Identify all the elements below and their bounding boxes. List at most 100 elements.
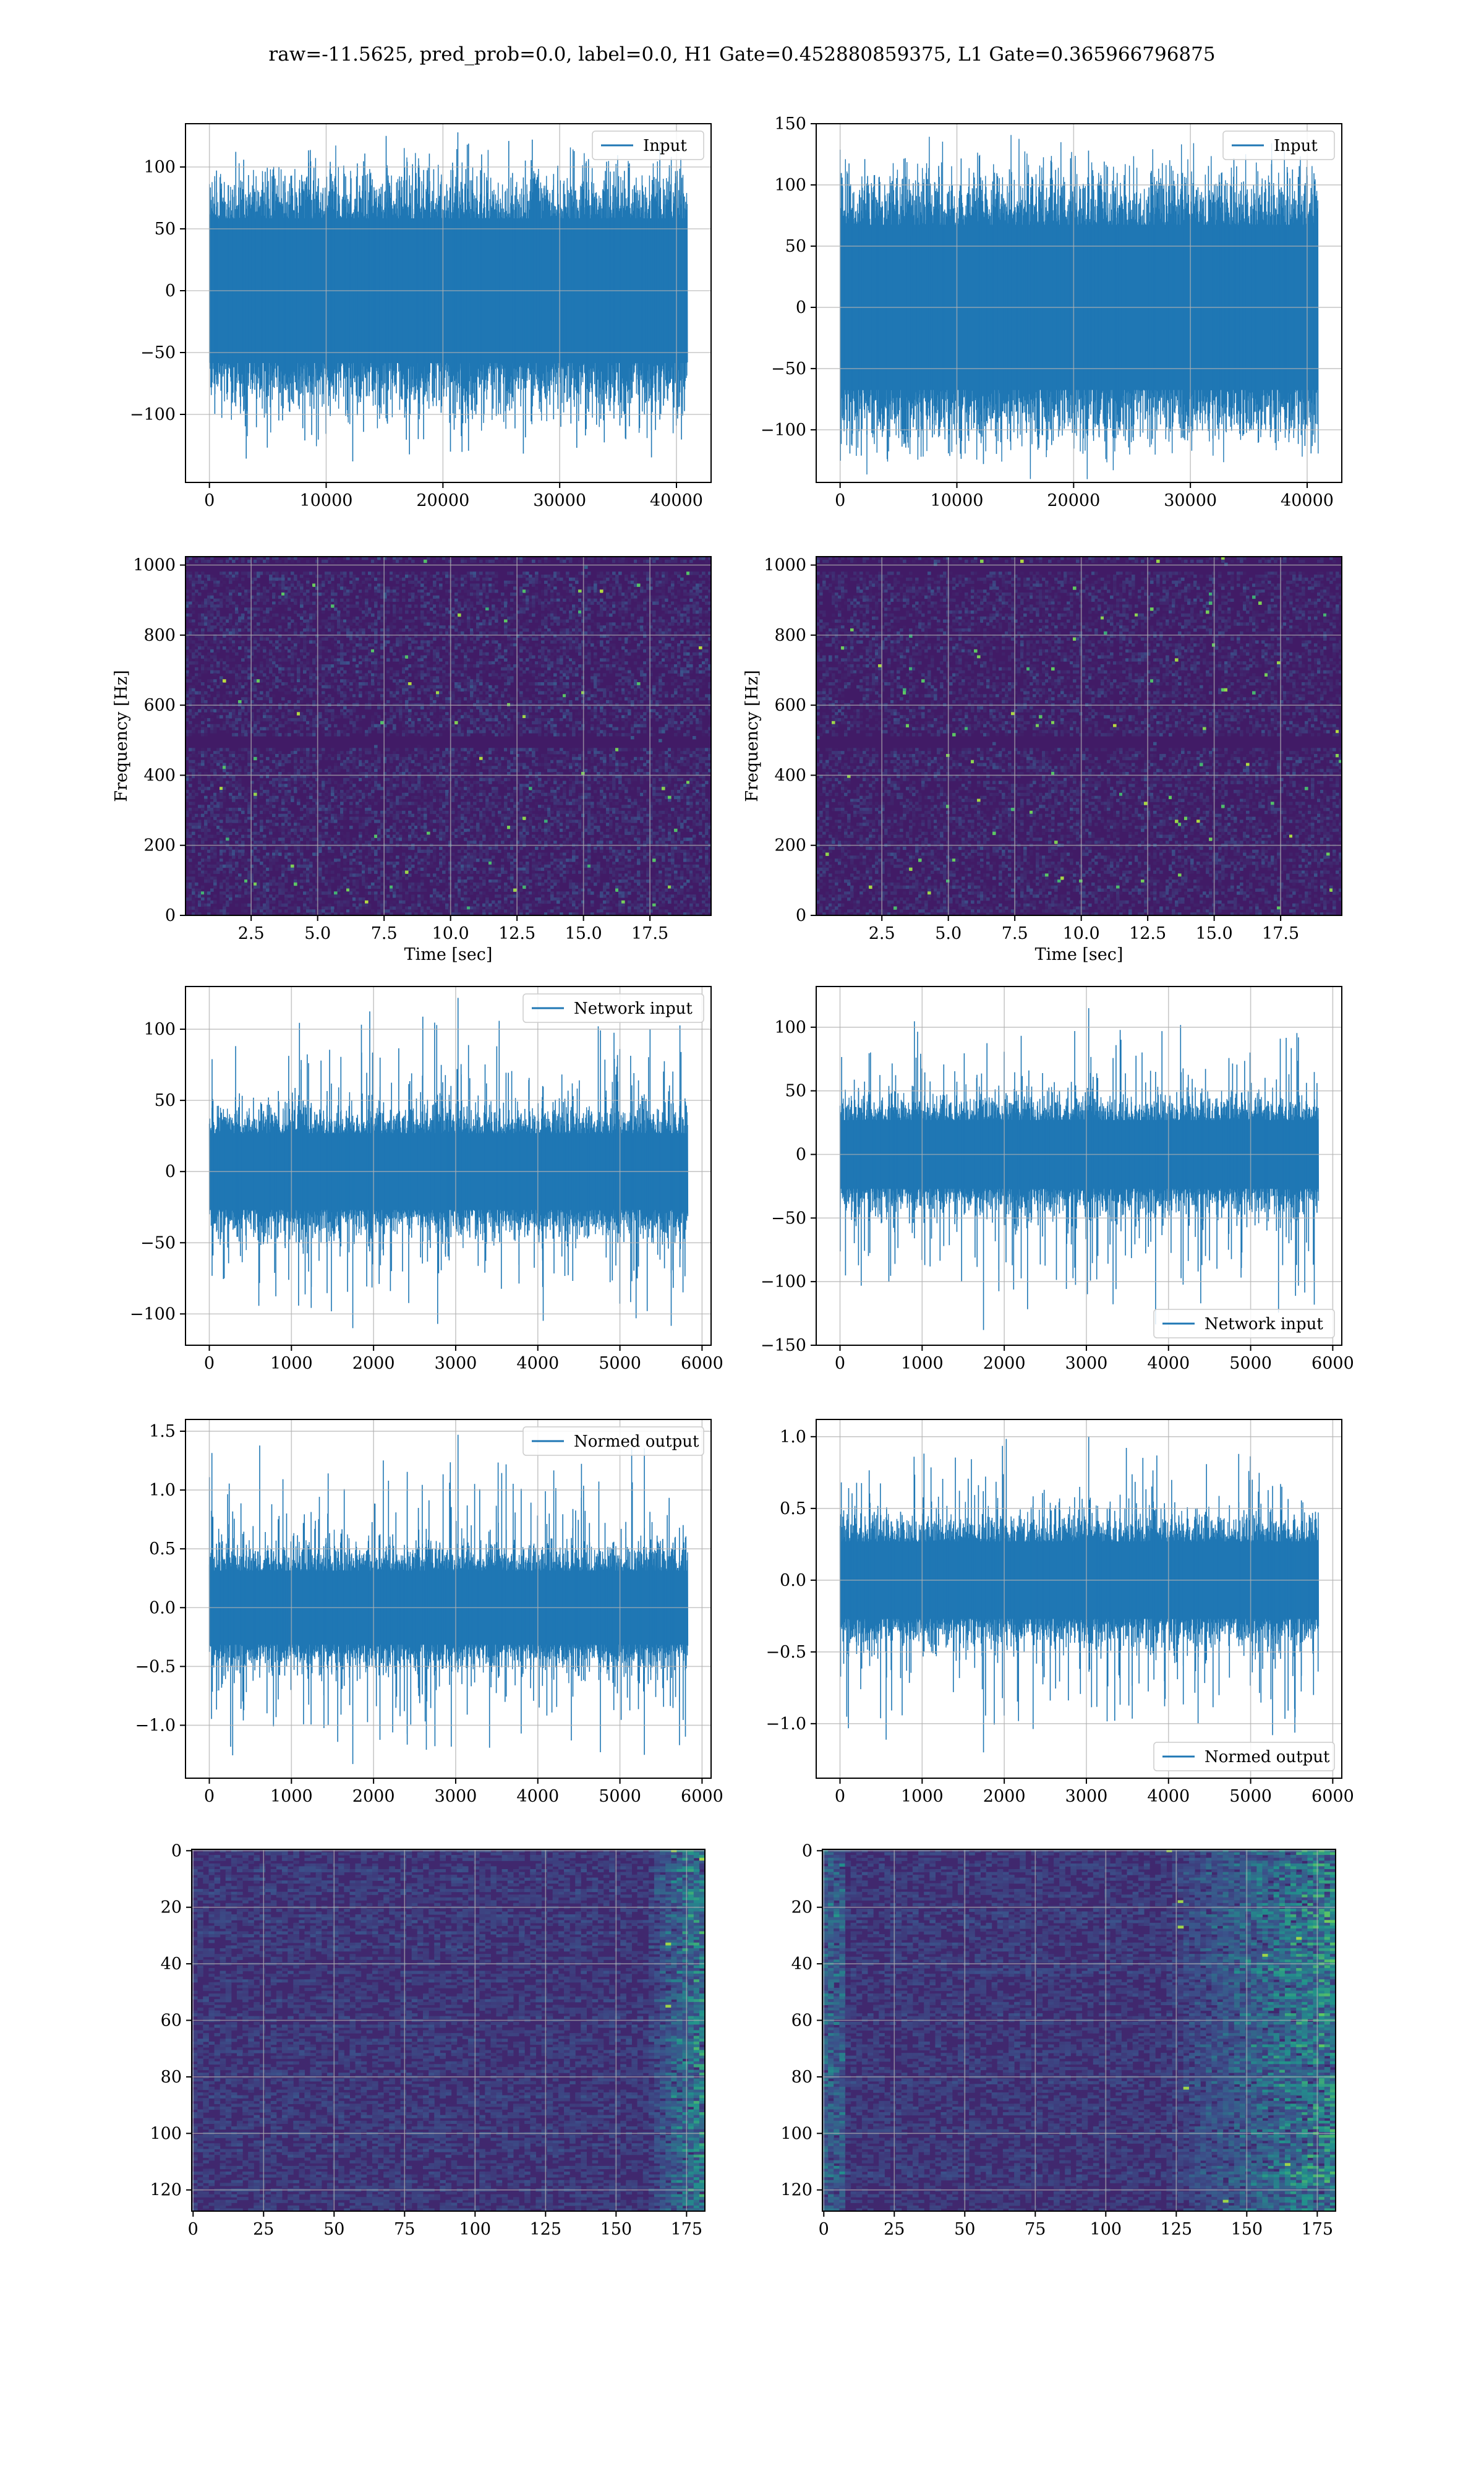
h1-spectrogram-cell — [318, 640, 322, 643]
h1-spectrogram-cell — [281, 575, 285, 578]
h1-spectrogram-cell — [510, 667, 514, 670]
h1-spectrogram-cell — [603, 691, 607, 695]
h1-spectrogram-cell — [671, 682, 675, 685]
h1-spectrogram-cell — [198, 679, 202, 682]
h1-spectrogram-cell — [272, 578, 276, 581]
h1-spectrogram-cell — [352, 656, 356, 659]
h1-spectrogram-cell — [417, 691, 421, 695]
h1-spectrogram-cell — [445, 560, 449, 563]
h1-spectrogram-cell — [451, 620, 455, 623]
h1-spectrogram-cell — [501, 674, 505, 677]
h1-spectrogram-cell — [488, 617, 492, 620]
h1-spectrogram-cell — [566, 617, 569, 620]
h1-spectrogram-cell — [671, 620, 675, 623]
h1-spectrogram-cell — [461, 640, 464, 643]
h1-spectrogram-cell — [507, 571, 511, 575]
h1-spectrogram-cell — [467, 571, 471, 575]
h1-spectrogram-cell — [343, 575, 347, 578]
h1-spectrogram-cell — [223, 661, 226, 664]
h1-spectrogram-cell — [566, 661, 569, 664]
h1-spectrogram-cell — [204, 602, 208, 605]
h1-spectrogram-cell — [424, 658, 427, 661]
h1-spectrogram-cell — [597, 640, 600, 643]
h1-spectrogram-cell — [436, 653, 440, 656]
h1-spectrogram-cell — [288, 685, 291, 688]
h1-spectrogram-cell — [476, 584, 480, 587]
h1-spectrogram-cell — [473, 679, 477, 682]
h1-spectrogram-cell — [482, 685, 486, 688]
h1-spectrogram-cell — [655, 581, 659, 584]
h1-spectrogram-cell — [294, 625, 297, 628]
h1-spectrogram-cell — [659, 682, 662, 685]
h1-spectrogram-cell — [390, 578, 393, 581]
h1-spectrogram-cell — [655, 589, 659, 593]
h1-spectrogram-cell — [442, 638, 446, 641]
h1-spectrogram-cell — [380, 646, 384, 649]
h1-spectrogram-cell — [281, 674, 285, 677]
h1-spectrogram-cell — [603, 646, 607, 649]
h1-spectrogram-cell — [603, 584, 607, 587]
h1-spectrogram-cell — [306, 602, 310, 605]
h1-spectrogram-cell — [396, 631, 399, 635]
h1-spectrogram-cell — [553, 640, 557, 643]
h1-spectrogram-cell — [476, 575, 480, 578]
h1-spectrogram-cell — [402, 584, 406, 587]
h1-spectrogram-cell — [359, 682, 362, 685]
h1-spectrogram-cell — [621, 607, 625, 610]
h1-spectrogram-cell — [275, 631, 279, 635]
h1-spectrogram-cell — [399, 628, 403, 631]
h1-spectrogram-cell — [646, 575, 650, 578]
h1-spectrogram-cell — [476, 622, 480, 625]
h1-spectrogram-cell — [430, 679, 433, 682]
h1-spectrogram-cell — [393, 614, 396, 617]
h1-spectrogram-cell — [584, 593, 588, 596]
h1-spectrogram-cell — [683, 653, 687, 656]
h1-spectrogram-cell — [572, 682, 576, 685]
h1-spectrogram-cell — [312, 602, 316, 605]
h1-spectrogram-cell — [359, 664, 362, 667]
h1-spectrogram-cell — [402, 628, 406, 631]
h1-spectrogram-cell — [504, 628, 508, 631]
h1-spectrogram-cell — [263, 610, 267, 614]
h1-spectrogram-cell — [213, 578, 217, 581]
h1-spectrogram-cell — [303, 620, 307, 623]
h1-spectrogram-cell — [343, 646, 347, 649]
h1-spectrogram-cell — [686, 661, 690, 664]
h1-spectrogram-cell — [393, 604, 396, 607]
h1-spectrogram-cell — [439, 685, 443, 688]
h1-spectrogram-cell — [312, 593, 316, 596]
h1-spectrogram-cell — [526, 584, 529, 587]
h1-spectrogram-cell — [201, 604, 205, 607]
h1-spectrogram-cell — [359, 607, 362, 610]
h1-spectrogram-cell — [331, 604, 335, 607]
h1-spectrogram-cell — [634, 599, 638, 602]
h1-spectrogram-cell — [260, 628, 263, 631]
h1-spectrogram-cell — [300, 584, 304, 587]
h1-spectrogram-cell — [322, 620, 325, 623]
h1-spectrogram-cell — [553, 682, 557, 685]
h1-spectrogram-cell — [498, 653, 501, 656]
h1-spectrogram-cell — [257, 670, 260, 674]
h1-spectrogram-cell — [674, 649, 678, 653]
h1-spectrogram-cell — [241, 670, 245, 674]
h1-spectrogram-cell — [662, 614, 665, 617]
h1-spectrogram-cell — [550, 640, 554, 643]
h1-spectrogram-cell — [349, 656, 353, 659]
h1-spectrogram-cell — [705, 610, 709, 614]
h1-spectrogram-cell — [377, 617, 381, 620]
h1-spectrogram-cell — [507, 679, 511, 682]
h1-spectrogram-cell — [192, 685, 195, 688]
h1-spectrogram-cell — [458, 586, 461, 589]
h1-spectrogram-cell — [424, 688, 427, 691]
h1-spectrogram-cell — [603, 593, 607, 596]
h1-spectrogram-cell — [241, 685, 245, 688]
h1-spectrogram-cell — [643, 640, 647, 643]
h1-spectrogram-cell — [495, 676, 498, 679]
h1-spectrogram-cell — [325, 664, 328, 667]
h1-spectrogram-cell — [677, 646, 681, 649]
h1-spectrogram-cell — [337, 631, 341, 635]
h1-spectrogram-cell — [303, 589, 307, 593]
h1-spectrogram-cell — [414, 656, 418, 659]
h1-spectrogram-cell — [380, 589, 384, 593]
h1-spectrogram-cell — [495, 649, 498, 653]
